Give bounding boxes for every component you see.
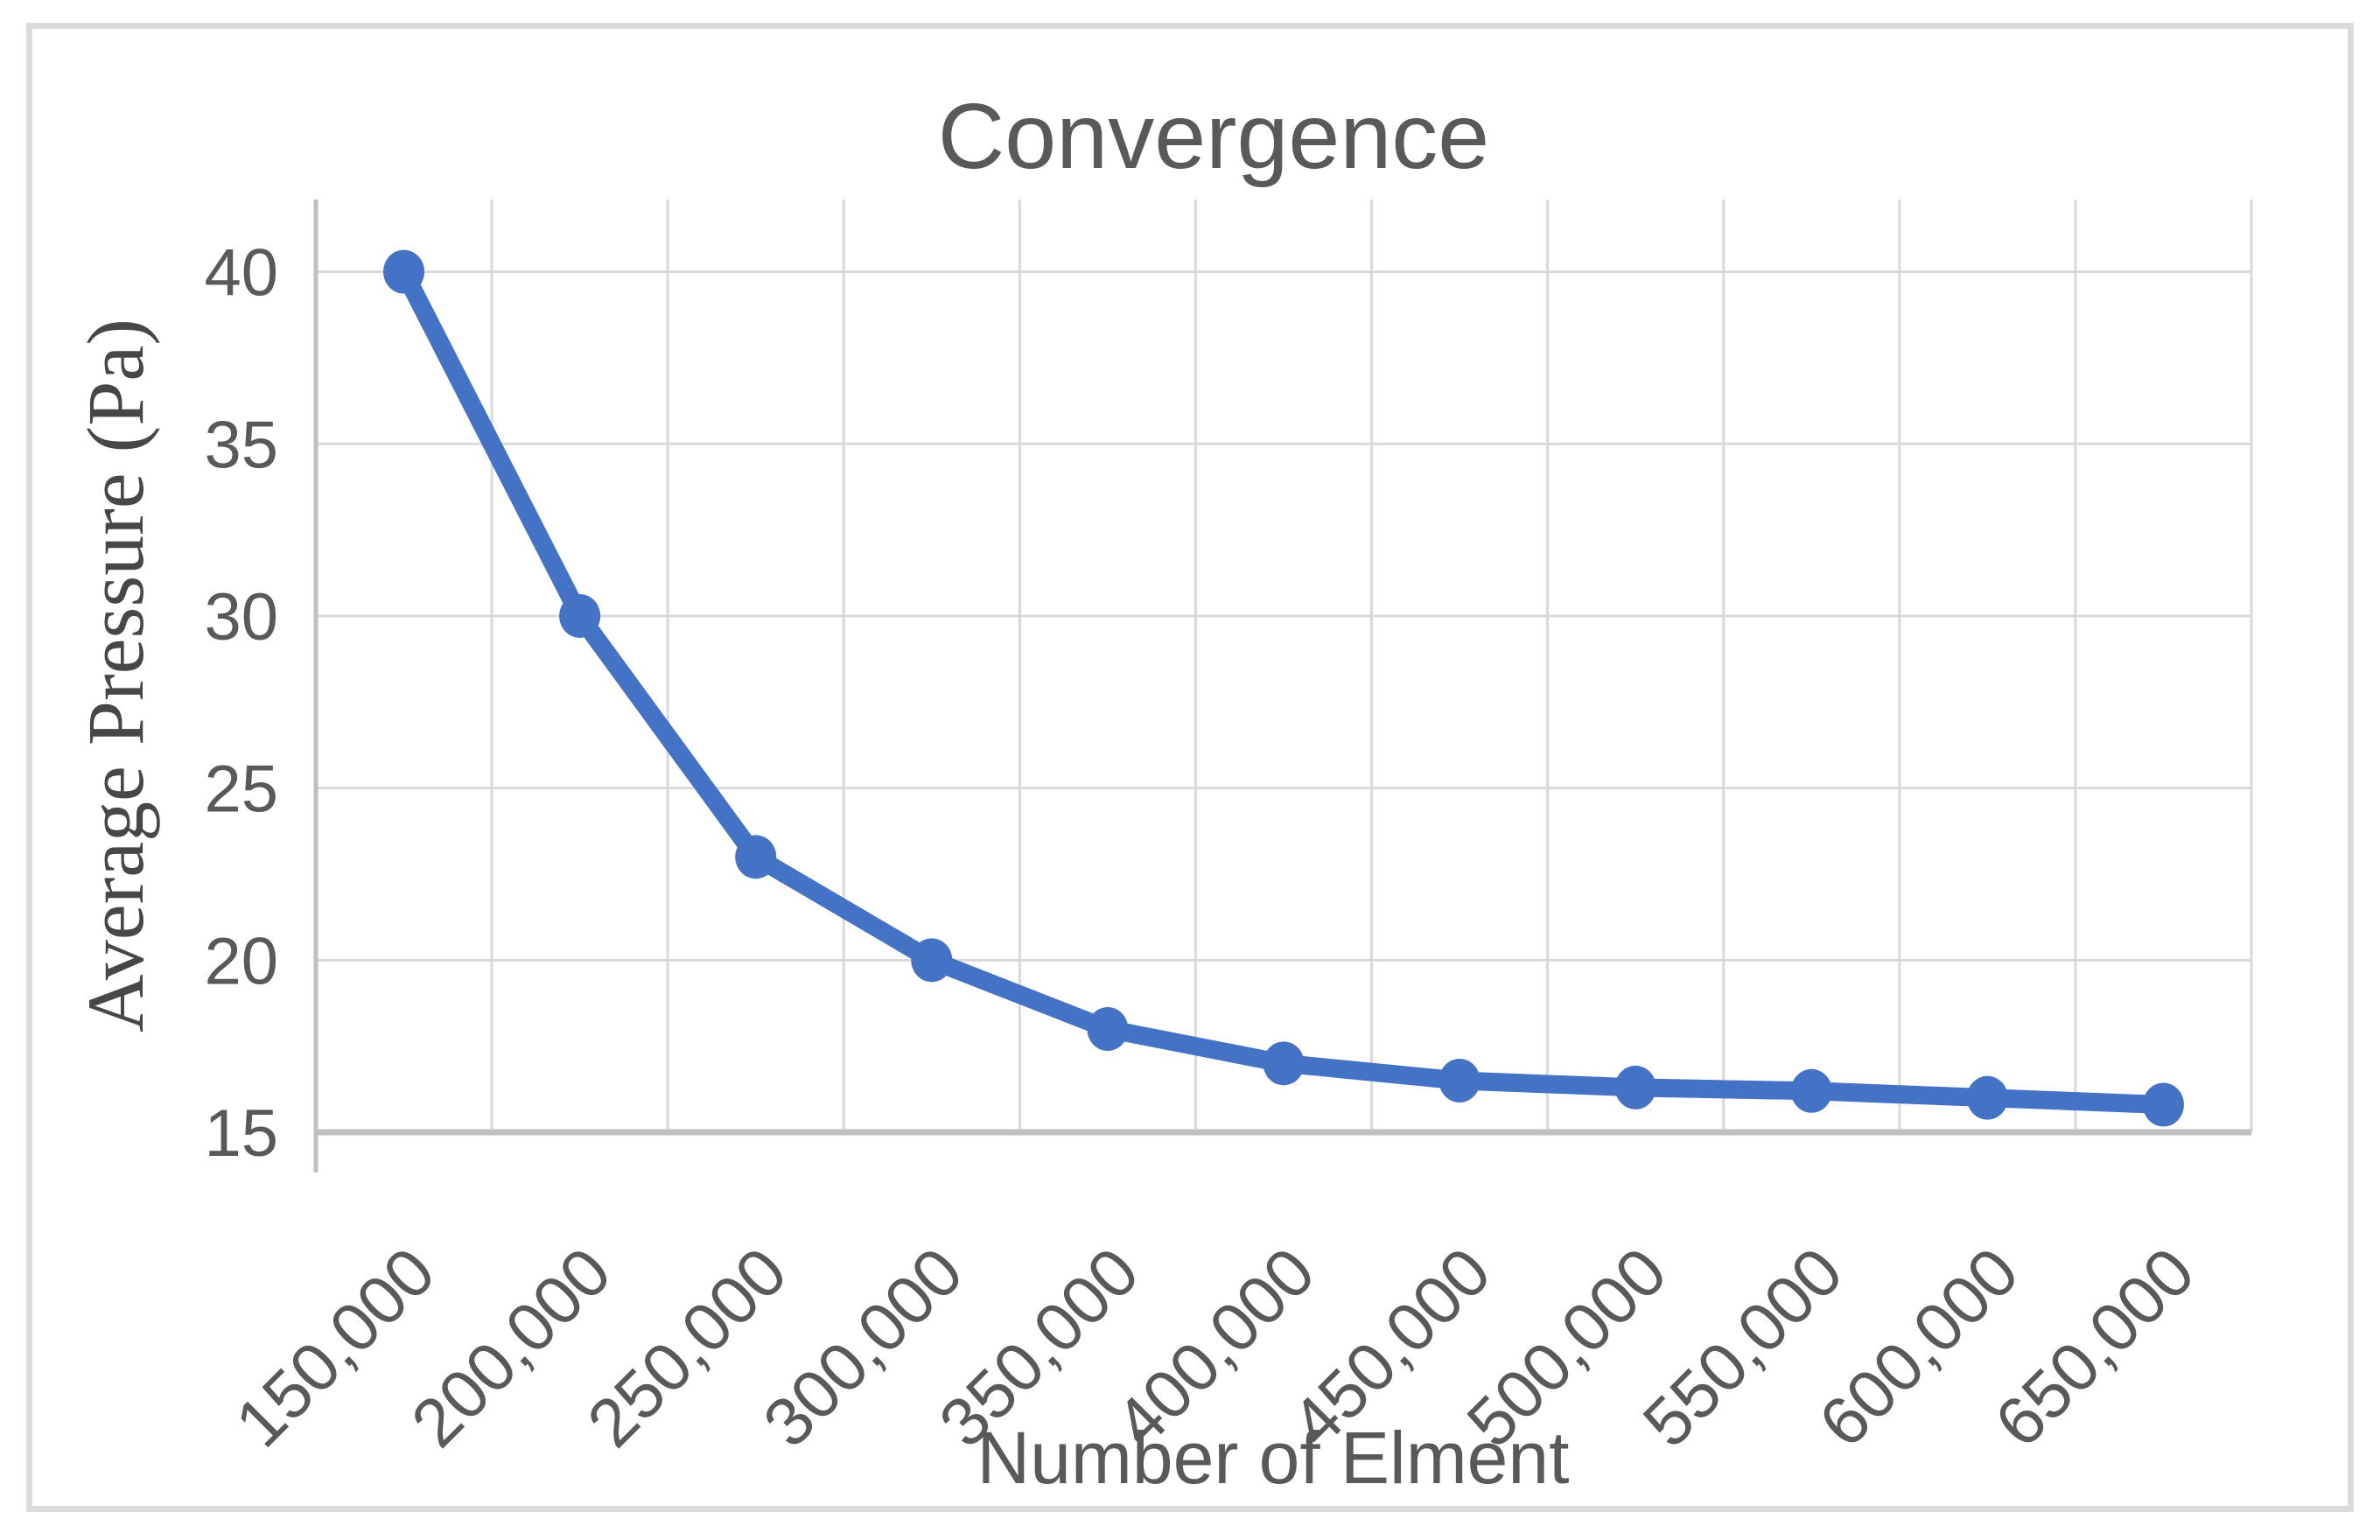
data-point-marker xyxy=(1614,1065,1656,1110)
data-point-marker xyxy=(383,249,425,294)
x-axis-title: Number of Elment xyxy=(976,1417,1570,1499)
data-point-marker xyxy=(2142,1082,2184,1127)
y-tick-label: 25 xyxy=(204,752,278,827)
y-tick-label: 20 xyxy=(204,924,278,998)
data-point-marker xyxy=(1087,1006,1129,1051)
data-point-marker xyxy=(1966,1075,2008,1120)
data-point-marker xyxy=(559,593,601,638)
data-point-marker xyxy=(1790,1068,1832,1113)
y-tick-label: 40 xyxy=(204,236,278,311)
y-tick-label: 35 xyxy=(204,408,278,482)
chart-title: Convergence xyxy=(937,85,1490,188)
y-tick-label: 30 xyxy=(204,580,278,654)
data-point-marker xyxy=(911,938,953,983)
y-tick-label: 15 xyxy=(204,1096,278,1171)
data-point-marker xyxy=(1438,1058,1480,1102)
data-point-marker xyxy=(1263,1041,1305,1086)
data-point-marker xyxy=(735,835,777,879)
